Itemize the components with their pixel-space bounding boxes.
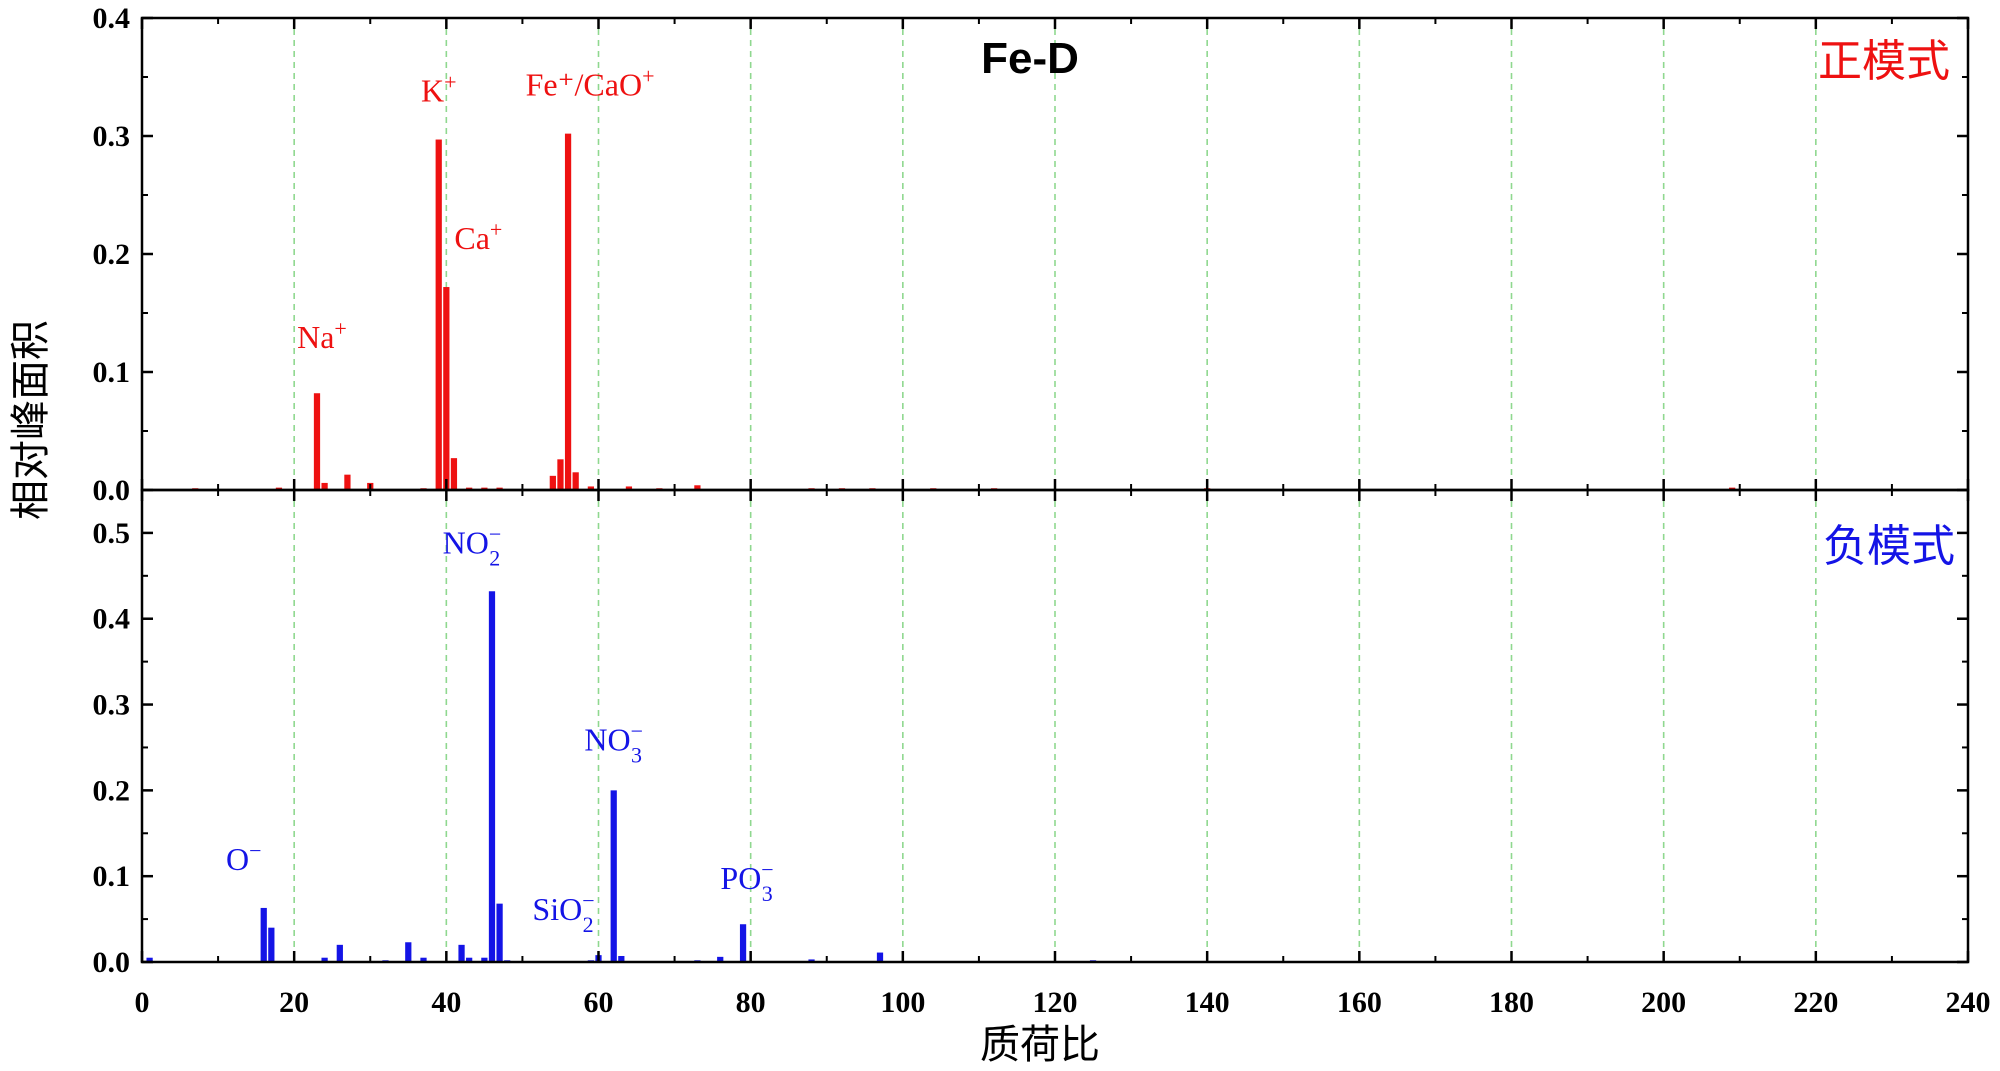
x-axis-title: 质荷比 [980, 1022, 1100, 1068]
bar [808, 959, 815, 962]
bar [435, 139, 442, 491]
bar [564, 133, 572, 490]
bar [420, 957, 427, 962]
y-tick-label: 0.2 [93, 774, 131, 807]
x-tick-label: 20 [279, 986, 309, 1019]
peak-label: SiO− 2 [532, 888, 594, 937]
bar [321, 957, 328, 962]
grid-lines [293, 18, 1817, 962]
bar [443, 287, 450, 490]
peak-label: K+ [421, 70, 457, 109]
y-tick-label: 0.5 [93, 517, 131, 550]
y-axis-title: 相对峰面积 [8, 320, 54, 520]
bar [557, 459, 564, 490]
y-tick-label: 0.1 [93, 860, 131, 893]
bars [146, 133, 1736, 962]
bar [260, 907, 267, 962]
peak-label: NO− 3 [584, 718, 643, 767]
bar [739, 924, 747, 962]
bar [458, 944, 465, 962]
bar [313, 393, 321, 490]
peak-labels: Na+ K+ Ca+ Fe⁺/CaO+ O− NO− 2 NO− 3 SiO− 2 PO− 3 [226, 64, 774, 937]
bar [496, 903, 503, 962]
bar [625, 486, 633, 490]
x-tick-label: 0 [135, 986, 150, 1019]
bar [268, 927, 275, 962]
x-tick-label: 220 [1793, 986, 1838, 1019]
bar [344, 474, 351, 490]
bar [146, 957, 153, 962]
y-tick-label: 0.2 [93, 238, 131, 271]
peak-label: PO− 3 [720, 857, 773, 906]
x-tick-label: 200 [1641, 986, 1686, 1019]
bar [572, 472, 579, 490]
x-tick-label: 100 [880, 986, 925, 1019]
mode-label-positive: 正模式 [1818, 36, 1950, 87]
x-tick-label: 240 [1946, 986, 1991, 1019]
x-tick-label: 40 [431, 986, 461, 1019]
x-tick-label: 140 [1185, 986, 1230, 1019]
y-tick-label: 0.3 [93, 689, 131, 722]
x-tick-label: 160 [1337, 986, 1382, 1019]
bar [610, 790, 617, 962]
peak-label: Fe⁺/CaO+ [526, 64, 655, 103]
y-tick-label: 0.4 [93, 2, 131, 35]
axes: 0.0 0.1 0.2 0.3 0.4 0.0 0.1 0.2 0.3 0.4 0.5 0 20 40 60… [93, 2, 1991, 1019]
peak-label: Ca+ [454, 217, 502, 256]
peak-label: Na+ [297, 316, 347, 355]
x-tick-label: 80 [736, 986, 766, 1019]
peak-label: NO− 2 [443, 521, 502, 570]
y-tick-label: 0.3 [93, 120, 131, 153]
bar [694, 485, 701, 490]
bar [466, 957, 473, 962]
bar [405, 942, 412, 962]
mode-label-negative: 负模式 [1823, 521, 1955, 572]
x-tick-label: 120 [1033, 986, 1078, 1019]
y-tick-label: 0.4 [93, 603, 131, 636]
y-tick-label: 0.0 [93, 474, 131, 507]
bar [549, 475, 556, 490]
bar [876, 952, 884, 962]
bar [321, 482, 328, 490]
bar [488, 591, 496, 962]
y-tick-label: 0.1 [93, 356, 131, 389]
chart-title: Fe-D [981, 34, 1079, 83]
bar [717, 956, 724, 962]
bar [587, 486, 595, 490]
peak-label: O− [226, 838, 262, 877]
y-tick-label: 0.0 [93, 946, 131, 979]
bar [450, 458, 458, 490]
x-tick-label: 180 [1489, 986, 1534, 1019]
bar [336, 944, 343, 962]
x-tick-label: 60 [584, 986, 614, 1019]
bar [481, 957, 488, 962]
bar [618, 955, 625, 962]
